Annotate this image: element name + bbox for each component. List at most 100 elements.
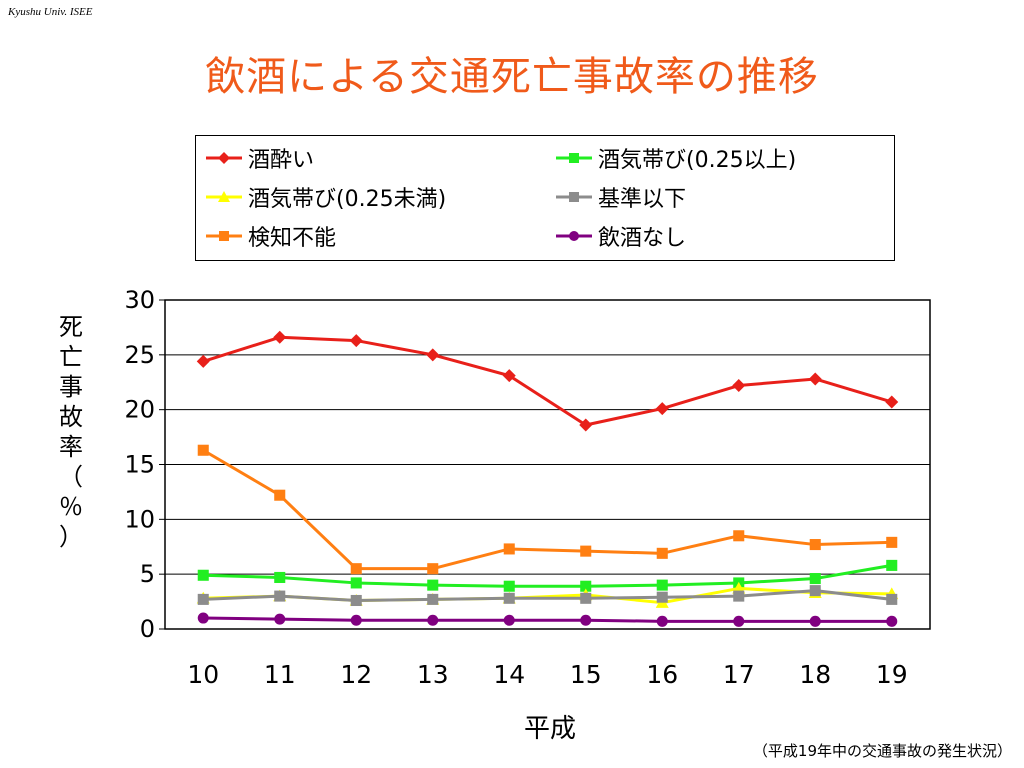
legend-marker-icon: [206, 152, 242, 164]
data-point: [579, 418, 593, 432]
chart-legend: 酒酔い 酒気帯び(0.25以上) 酒気帯び(0.25未満) 基準以下検知不能 飲酒なし: [195, 135, 895, 261]
data-point: [274, 590, 286, 602]
y-tick-label: 15: [124, 451, 155, 479]
legend-marker-icon: [206, 231, 242, 241]
data-point: [656, 615, 668, 627]
data-point: [580, 614, 592, 626]
x-axis-label: 平成: [523, 714, 576, 744]
legend-label: 酒気帯び(0.25以上): [598, 148, 797, 173]
data-point: [809, 615, 821, 627]
data-point: [808, 372, 822, 386]
data-point: [427, 593, 439, 605]
y-axis-label-char: ）: [59, 523, 83, 551]
data-point: [427, 563, 439, 575]
legend-label: 基準以下: [598, 187, 687, 212]
legend-label: 検知不能: [248, 226, 337, 251]
data-point: [350, 563, 362, 575]
y-axis-label-char: 亡: [59, 343, 83, 371]
x-tick-label: 15: [570, 660, 602, 689]
x-tick-label: 18: [799, 660, 831, 689]
data-point: [809, 585, 821, 597]
data-point: [503, 543, 515, 555]
y-axis-label-char: （: [59, 463, 83, 491]
series-line-4: [203, 589, 892, 602]
data-point: [502, 369, 516, 383]
data-point: [733, 590, 745, 602]
y-axis-label-char: 率: [59, 433, 83, 461]
data-point: [885, 395, 899, 409]
data-point: [655, 402, 669, 416]
data-point: [350, 594, 362, 607]
y-axis-label-char: 死: [59, 313, 83, 341]
legend-item: 基準以下: [554, 181, 686, 213]
legend-item: 飲酒なし: [554, 220, 686, 252]
data-point: [197, 612, 209, 624]
series-line-1: [202, 335, 893, 427]
x-tick-label: 16: [646, 660, 678, 689]
data-point: [503, 614, 515, 626]
y-axis-label-char: 事: [59, 373, 83, 401]
x-tick-label: 13: [417, 660, 449, 689]
legend-marker-icon: [556, 231, 592, 241]
x-tick-label: 19: [876, 660, 908, 689]
x-tick-label: 12: [340, 660, 372, 689]
data-point: [580, 580, 592, 592]
y-axis-label: 死亡事故率（％）: [54, 312, 88, 552]
data-point: [197, 444, 209, 456]
legend-label: 酒気帯び(0.25未満): [248, 187, 447, 212]
data-point: [350, 614, 362, 626]
data-point: [503, 580, 515, 592]
data-point: [656, 579, 668, 591]
data-point: [886, 536, 898, 548]
page-title: 飲酒による交通死亡事故率の推移: [205, 54, 819, 100]
data-point: [809, 539, 821, 551]
legend-label: 飲酒なし: [598, 226, 687, 251]
legend-item: 酒酔い: [204, 142, 314, 174]
legend-marker-icon: [556, 153, 592, 163]
data-point: [349, 334, 363, 348]
data-point: [656, 547, 668, 559]
y-axis-label-char: ％: [59, 493, 83, 521]
data-point: [196, 354, 210, 368]
affiliation-label: Kyushu Univ. ISEE: [8, 6, 93, 18]
source-note: （平成19年中の交通事故の発生状況）: [752, 742, 1012, 760]
data-point: [886, 559, 898, 571]
y-axis-label-char: 故: [59, 403, 83, 431]
series-line-6: [203, 616, 892, 623]
legend-item: 検知不能: [204, 220, 336, 252]
legend-marker-icon: [556, 192, 592, 202]
data-point: [503, 592, 515, 604]
data-point: [273, 330, 287, 344]
legend-item: 酒気帯び(0.25未満): [204, 181, 446, 213]
data-point: [427, 614, 439, 626]
legend-marker-icon: [206, 191, 242, 202]
x-tick-label: 14: [493, 660, 525, 689]
data-point: [580, 592, 592, 604]
data-point: [732, 379, 746, 393]
y-tick-label: 5: [140, 560, 155, 588]
data-point: [197, 569, 209, 581]
data-point: [197, 593, 209, 605]
data-point: [809, 573, 821, 585]
legend-item: 酒気帯び(0.25以上): [554, 142, 796, 174]
y-tick-label: 10: [124, 505, 155, 533]
x-tick-label: 11: [264, 660, 296, 689]
data-point: [427, 579, 439, 591]
data-point: [733, 615, 745, 627]
series-line-5: [202, 448, 892, 571]
data-point: [733, 530, 745, 542]
data-point: [274, 489, 286, 501]
data-point: [274, 613, 286, 625]
data-point: [656, 591, 668, 603]
y-tick-label: 0: [140, 615, 155, 643]
x-tick-label: 10: [187, 660, 219, 689]
data-point: [350, 577, 362, 589]
data-point: [580, 545, 592, 557]
series-line-2: [203, 563, 893, 588]
legend-label: 酒酔い: [248, 148, 315, 173]
data-point: [426, 348, 440, 362]
data-point: [274, 571, 286, 583]
y-tick-label: 25: [124, 341, 155, 369]
data-point: [886, 615, 898, 627]
